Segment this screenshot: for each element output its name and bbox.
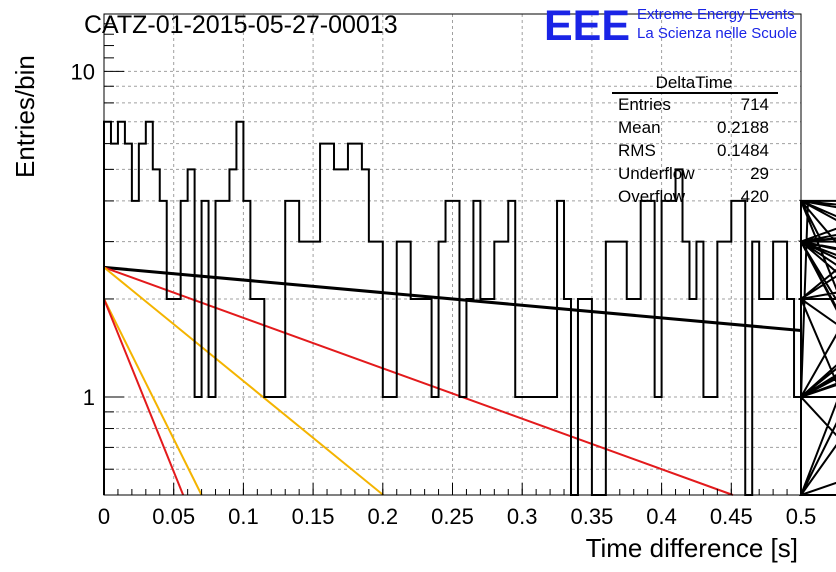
stats-label: Overflow: [618, 187, 686, 206]
stats-value: 714: [741, 95, 769, 114]
x-tick-label: 0.45: [710, 504, 753, 529]
fit-curve-1: [103, 265, 802, 333]
x-tick-label: 0.25: [431, 504, 474, 529]
x-axis-ticks: 0 0.05 0.1 0.15 0.2 0.25 0.3 0.35 0.4 0.45 0.5: [98, 483, 816, 529]
fit-curve-3: [103, 266, 384, 496]
x-tick-label: 0: [98, 504, 110, 529]
x-tick-label: 0.3: [507, 504, 538, 529]
histogram-series: [103, 120, 836, 496]
stats-label: Underflow: [618, 164, 695, 183]
x-tick-label: 0.4: [646, 504, 677, 529]
chart-title: CATZ-01-2015-05-27-00013: [84, 11, 398, 39]
x-tick-label: 0.1: [228, 504, 259, 529]
x-tick-label: 0.05: [152, 504, 195, 529]
stats-value: 29: [750, 164, 769, 183]
y-tick-label: 10: [71, 59, 95, 84]
fit-curve-5: [103, 298, 185, 496]
stats-value: 0.2188: [717, 118, 769, 137]
stats-label: Entries: [618, 95, 671, 114]
stats-value: 420: [741, 187, 769, 206]
stats-label: RMS: [618, 141, 656, 160]
x-tick-label: 0.35: [570, 504, 613, 529]
y-tick-label: 1: [83, 385, 95, 410]
stats-box: DeltaTime Entries 714 Mean 0.2188 RMS 0.1484 U…: [612, 73, 778, 206]
x-tick-label: 0.2: [368, 504, 399, 529]
eee-logo-line1: Extreme Energy Events: [637, 6, 795, 23]
eee-logo-mark: EEE: [544, 2, 630, 50]
x-tick-label: 0.5: [786, 504, 817, 529]
fit-curve-4: [103, 298, 203, 496]
eee-logo: EEE Extreme Energy Events La Scienza nel…: [544, 2, 797, 50]
stats-title: DeltaTime: [656, 73, 733, 92]
x-tick-label: 0.15: [292, 504, 335, 529]
y-axis-label: Entries/bin: [10, 55, 40, 178]
stats-label: Mean: [618, 118, 661, 137]
stats-value: 0.1484: [717, 141, 769, 160]
y-axis-ticks: 1 10: [71, 13, 124, 470]
fit-curve-2: [103, 266, 734, 496]
x-axis-label: Time difference [s]: [586, 533, 798, 563]
eee-logo-line2: La Scienza nelle Scuole: [637, 25, 797, 42]
